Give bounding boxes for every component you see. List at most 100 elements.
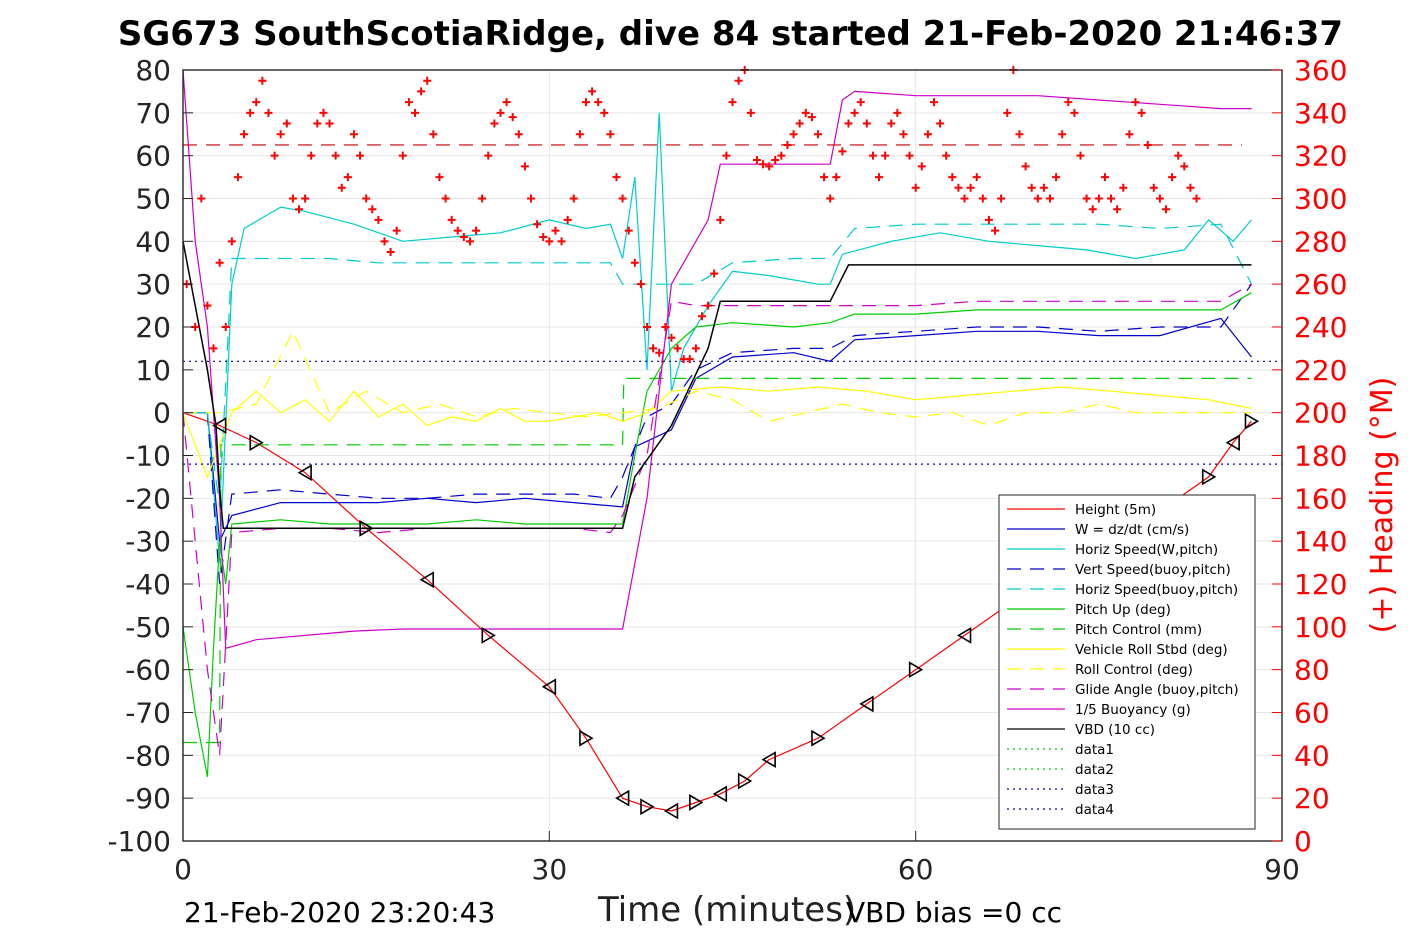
y-tick-label: 50 [135,183,171,216]
heading-point [826,194,835,203]
legend-label: data2 [1075,762,1114,778]
heading-point [575,130,584,139]
series-line-7 [182,386,1252,479]
y2-tick-label: 0 [1294,825,1312,858]
heading-point [478,194,487,203]
heading-point [569,194,578,203]
heading-point [1149,183,1158,192]
height-marker [859,695,874,713]
legend-label: data3 [1075,782,1114,798]
heading-point [667,333,676,342]
heading-point [1119,183,1128,192]
heading-point [1094,194,1103,203]
heading-point [917,162,926,171]
heading-point [661,323,670,331]
heading-point [807,113,816,122]
heading-point [557,237,566,246]
heading-point [1088,205,1097,214]
heading-point [704,301,713,310]
heading-point [1100,173,1109,182]
x-tick-label: 30 [532,853,568,886]
y-tick-label: -80 [125,739,171,772]
heading-point [1076,151,1085,160]
y-tick-label: 0 [153,397,171,430]
heading-point [850,108,859,117]
heading-point [716,215,725,224]
y2-tick-label: 220 [1294,354,1347,387]
heading-point [905,151,914,160]
height-marker [640,798,655,816]
heading-point [447,215,456,224]
heading-point [319,108,328,117]
heading-point [508,113,517,122]
series-line-11 [182,241,1252,530]
height-marker [419,571,435,589]
heading-point [1113,205,1122,214]
heading-point [691,344,700,353]
heading-point [227,237,236,246]
heading-point [337,183,346,192]
heading-point [697,312,706,321]
heading-point [984,215,993,224]
heading-point [539,233,548,242]
heading-point [1186,183,1195,192]
x-tick-label: 60 [898,853,934,886]
heading-point [1107,194,1116,203]
heading-point [1125,130,1134,139]
heading-point [520,162,529,171]
height-marker [212,417,227,434]
legend-label: Glide Angle (buoy,pitch) [1075,682,1239,698]
height-marker [1225,434,1240,452]
series-line-1 [183,317,1252,544]
height-marker [249,434,264,452]
y2-tick-label: 60 [1294,697,1330,730]
heading-point [856,98,865,107]
legend-label: data1 [1075,742,1114,758]
heading-point [545,237,554,246]
legend-label: Pitch Control (mm) [1075,622,1202,638]
heading-point [997,194,1006,203]
heading-point [233,173,242,182]
heading-point [465,237,474,246]
heading-point [820,173,829,182]
y2-tick-label: 120 [1294,568,1347,601]
heading-point [563,215,572,224]
heading-point [832,173,841,182]
footer-vbd-bias: VBD bias =0 cc [846,896,1062,929]
y2-tick-label: 360 [1294,54,1347,87]
heading-point [429,130,438,139]
series-line-8 [183,329,1252,427]
heading-point [600,108,609,117]
heading-point [899,130,908,139]
height-marker [663,802,679,820]
series-line-3 [183,283,1252,585]
heading-point [246,108,255,117]
heading-point [398,151,407,160]
heading-point [1052,173,1061,182]
heading-point [1143,140,1152,149]
y-tick-label: -10 [125,440,171,473]
height-marker [615,789,630,807]
chart-title: SG673 SouthScotiaRidge, dive 84 started … [117,14,1344,54]
heading-point [1064,98,1073,107]
heading-point [746,108,755,117]
heading-point [276,130,285,139]
heading-point [1082,194,1091,203]
y-tick-label: 10 [135,354,171,387]
heading-point [862,119,871,128]
x-tick-label: 0 [174,853,192,886]
heading-point [991,226,1000,235]
legend-label: data4 [1075,802,1114,818]
heading-point [490,119,499,128]
heading-point [1131,98,1140,107]
heading-point [581,98,590,107]
heading-point [801,108,810,117]
heading-point [881,151,890,160]
heading-point [813,130,822,139]
legend-label: Horiz Speed(buoy,pitch) [1075,582,1238,598]
heading-point [484,151,493,160]
height-marker [1201,468,1217,486]
heading-point [710,269,719,278]
x-tick-label: 90 [1264,853,1300,886]
